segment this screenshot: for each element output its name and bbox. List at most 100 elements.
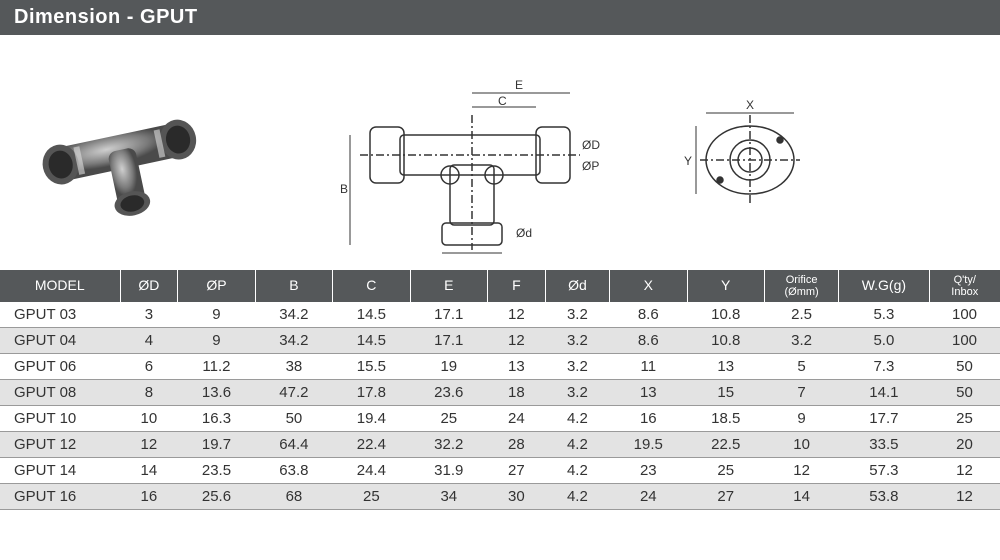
col-header: Orifice(Ømm) bbox=[764, 270, 838, 302]
col-header: Y bbox=[687, 270, 764, 302]
table-cell: 15.5 bbox=[333, 354, 410, 380]
table-cell: 3.2 bbox=[545, 328, 609, 354]
table-cell: 15 bbox=[687, 380, 764, 406]
table-cell: 53.8 bbox=[839, 484, 929, 510]
table-cell: 10 bbox=[120, 406, 178, 432]
table-cell: 13 bbox=[488, 354, 546, 380]
table-cell: 11.2 bbox=[178, 354, 255, 380]
table-cell: 34 bbox=[410, 484, 487, 510]
table-cell: 12 bbox=[764, 458, 838, 484]
table-cell: 38 bbox=[255, 354, 332, 380]
table-cell: 4.2 bbox=[545, 484, 609, 510]
dim-F: F bbox=[468, 254, 475, 255]
dim-Y: Y bbox=[684, 154, 692, 168]
table-cell: 16 bbox=[610, 406, 687, 432]
table-cell: GPUT 16 bbox=[0, 484, 120, 510]
table-cell: GPUT 04 bbox=[0, 328, 120, 354]
table-cell: 34.2 bbox=[255, 302, 332, 328]
table-cell: 27 bbox=[488, 458, 546, 484]
table-cell: 3.2 bbox=[764, 328, 838, 354]
table-cell: 33.5 bbox=[839, 432, 929, 458]
col-header: ØD bbox=[120, 270, 178, 302]
table-cell: 25 bbox=[333, 484, 410, 510]
table-cell: 47.2 bbox=[255, 380, 332, 406]
table-cell: GPUT 14 bbox=[0, 458, 120, 484]
table-cell: 14.5 bbox=[333, 328, 410, 354]
table-cell: 63.8 bbox=[255, 458, 332, 484]
page-title: Dimension - GPUT bbox=[14, 6, 198, 28]
table-cell: 12 bbox=[929, 458, 1000, 484]
col-header: Ød bbox=[545, 270, 609, 302]
table-cell: 16 bbox=[120, 484, 178, 510]
col-header: ØP bbox=[178, 270, 255, 302]
table-cell: 28 bbox=[488, 432, 546, 458]
table-cell: 12 bbox=[488, 328, 546, 354]
table-cell: 8.6 bbox=[610, 328, 687, 354]
table-cell: 9 bbox=[178, 328, 255, 354]
table-cell: 25 bbox=[929, 406, 1000, 432]
table-cell: 22.5 bbox=[687, 432, 764, 458]
table-cell: 13.6 bbox=[178, 380, 255, 406]
dim-OP: ØP bbox=[582, 159, 599, 173]
col-header: B bbox=[255, 270, 332, 302]
table-cell: 16.3 bbox=[178, 406, 255, 432]
table-cell: 9 bbox=[764, 406, 838, 432]
table-cell: 17.1 bbox=[410, 302, 487, 328]
dim-E: E bbox=[515, 78, 523, 92]
table-cell: 12 bbox=[929, 484, 1000, 510]
table-cell: 20 bbox=[929, 432, 1000, 458]
table-cell: 50 bbox=[255, 406, 332, 432]
col-header: MODEL bbox=[0, 270, 120, 302]
col-header: C bbox=[333, 270, 410, 302]
dim-B: B bbox=[340, 182, 348, 196]
table-cell: 23.6 bbox=[410, 380, 487, 406]
table-cell: 11 bbox=[610, 354, 687, 380]
table-cell: 3.2 bbox=[545, 302, 609, 328]
table-cell: 5.0 bbox=[839, 328, 929, 354]
table-cell: 4.2 bbox=[545, 432, 609, 458]
table-cell: 50 bbox=[929, 354, 1000, 380]
table-cell: 22.4 bbox=[333, 432, 410, 458]
table-row: GPUT 121219.764.422.432.2284.219.522.510… bbox=[0, 432, 1000, 458]
table-cell: 25 bbox=[410, 406, 487, 432]
table-cell: 12 bbox=[488, 302, 546, 328]
table-cell: 17.1 bbox=[410, 328, 487, 354]
dim-X: X bbox=[746, 98, 754, 112]
dim-C: C bbox=[498, 94, 507, 108]
product-photo bbox=[20, 80, 220, 230]
table-cell: 31.9 bbox=[410, 458, 487, 484]
table-cell: 100 bbox=[929, 302, 1000, 328]
table-cell: 50 bbox=[929, 380, 1000, 406]
table-cell: 57.3 bbox=[839, 458, 929, 484]
technical-drawing: E C B F ØD ØP Ød bbox=[300, 55, 980, 255]
table-cell: 19.7 bbox=[178, 432, 255, 458]
table-row: GPUT 161625.6682534304.224271453.812 bbox=[0, 484, 1000, 510]
col-header: E bbox=[410, 270, 487, 302]
col-header: X bbox=[610, 270, 687, 302]
table-cell: 12 bbox=[120, 432, 178, 458]
table-cell: 24 bbox=[488, 406, 546, 432]
table-cell: 10 bbox=[764, 432, 838, 458]
table-cell: 3.2 bbox=[545, 380, 609, 406]
table-cell: 14.1 bbox=[839, 380, 929, 406]
table-cell: 10.8 bbox=[687, 328, 764, 354]
table-row: GPUT 06611.23815.519133.2111357.350 bbox=[0, 354, 1000, 380]
table-cell: 5 bbox=[764, 354, 838, 380]
col-header: Q'ty/Inbox bbox=[929, 270, 1000, 302]
table-cell: 14 bbox=[764, 484, 838, 510]
table-cell: 13 bbox=[687, 354, 764, 380]
table-cell: 27 bbox=[687, 484, 764, 510]
table-cell: 8 bbox=[120, 380, 178, 406]
table-cell: 5.3 bbox=[839, 302, 929, 328]
dim-OD: ØD bbox=[582, 138, 600, 152]
table-cell: 32.2 bbox=[410, 432, 487, 458]
table-cell: 18 bbox=[488, 380, 546, 406]
table-row: GPUT 141423.563.824.431.9274.223251257.3… bbox=[0, 458, 1000, 484]
table-cell: 34.2 bbox=[255, 328, 332, 354]
table-cell: 14 bbox=[120, 458, 178, 484]
table-cell: 7 bbox=[764, 380, 838, 406]
title-bar: Dimension - GPUT bbox=[0, 0, 1000, 35]
table-cell: 14.5 bbox=[333, 302, 410, 328]
table-cell: 6 bbox=[120, 354, 178, 380]
table-cell: GPUT 03 bbox=[0, 302, 120, 328]
